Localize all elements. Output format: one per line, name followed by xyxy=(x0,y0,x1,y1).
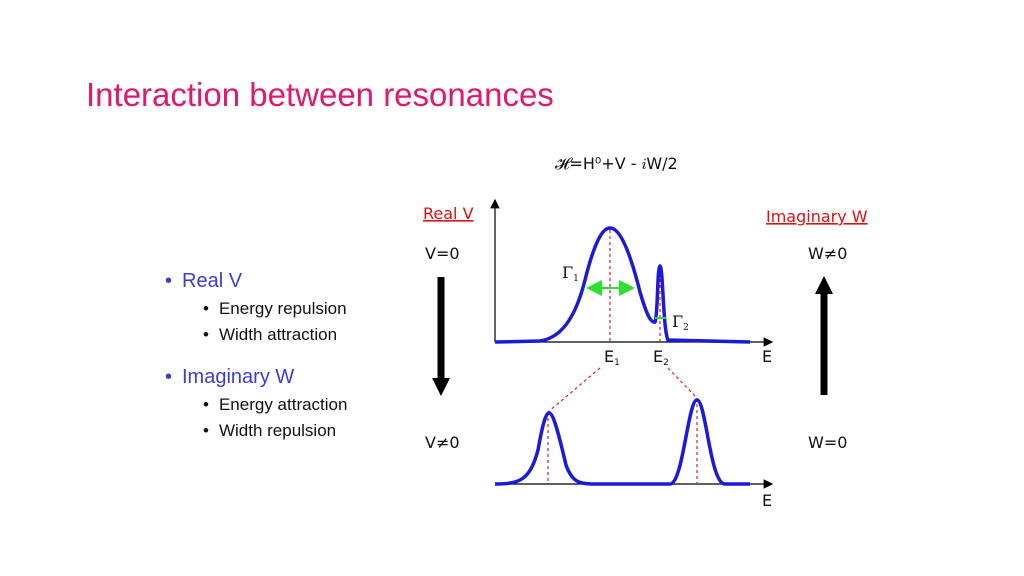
state-label: W≠0 xyxy=(808,244,847,263)
guides xyxy=(547,230,698,484)
symbol: Γ xyxy=(672,312,683,331)
sub-bullet: Width attraction xyxy=(203,325,347,345)
state-label: V≠0 xyxy=(425,433,460,452)
bullet-group: Imaginary W Energy attraction Width repul… xyxy=(165,366,347,447)
axis-label: E xyxy=(762,491,772,510)
sub-bullet: Energy attraction xyxy=(203,395,348,415)
formula: 𝓗=H⁰+V - 𝑖W/2 xyxy=(555,154,678,173)
spectrum-curve xyxy=(494,226,751,344)
sub-bullet: Width repulsion xyxy=(203,421,347,441)
subscript: 2 xyxy=(683,323,689,333)
subscript: 2 xyxy=(663,358,669,368)
bullet-text: Imaginary W xyxy=(182,366,295,388)
symbol: Γ xyxy=(562,263,573,282)
header: Real V xyxy=(423,204,474,223)
bullet-text: Real V xyxy=(182,270,243,292)
arrow-head xyxy=(815,276,833,294)
axis-label: E xyxy=(762,347,772,366)
symbol: E xyxy=(653,347,663,366)
energy-label: E1 xyxy=(604,347,620,368)
gamma-label: Γ2 xyxy=(672,312,689,333)
arrow-head xyxy=(432,378,450,396)
subscript: 1 xyxy=(573,274,579,284)
header: Imaginary W xyxy=(766,207,868,226)
symbol: E xyxy=(604,347,614,366)
energy-label: E2 xyxy=(653,347,669,368)
bullet: Real V Energy repulsion Width attraction xyxy=(165,270,347,345)
gamma-label: Γ1 xyxy=(562,263,579,284)
slide-title: Interaction between resonances xyxy=(86,76,554,113)
sub-bullet: Energy repulsion xyxy=(203,299,347,319)
state-label: W=0 xyxy=(808,433,847,452)
spectrum-curve xyxy=(494,398,750,486)
bullet-group: Real V Energy repulsion Width attraction xyxy=(165,270,347,351)
state-label: V=0 xyxy=(425,244,460,263)
bullet: Imaginary W Energy attraction Width repul… xyxy=(165,366,347,441)
subscript: 1 xyxy=(614,358,620,368)
